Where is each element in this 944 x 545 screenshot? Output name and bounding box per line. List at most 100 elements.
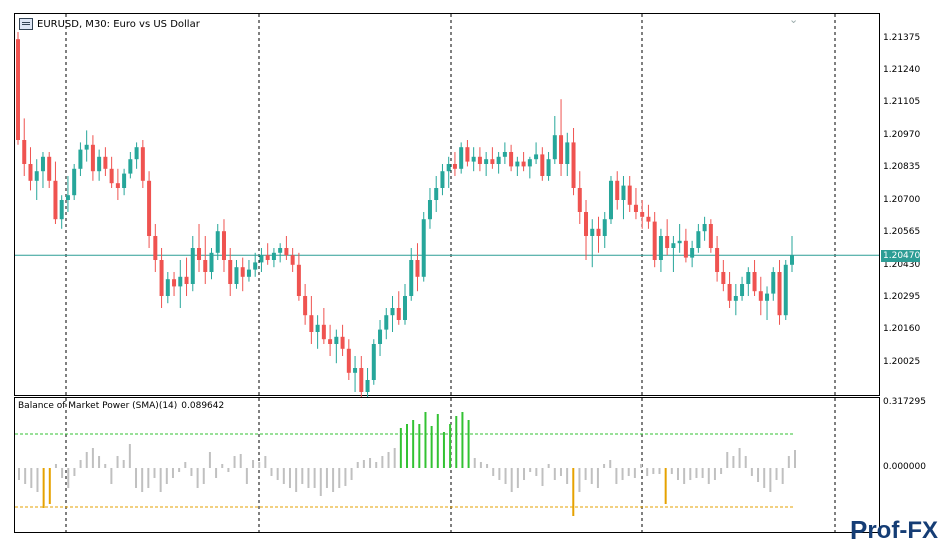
candle-body	[290, 255, 295, 265]
candle-body	[602, 219, 607, 236]
candle-body	[390, 308, 395, 316]
candle-body	[72, 168, 77, 196]
price-axis-label: 1.20700	[883, 195, 921, 205]
candle-body	[246, 269, 251, 277]
candle-body	[140, 147, 145, 181]
candle-body	[234, 267, 239, 284]
price-axis-label: 1.20835	[883, 162, 921, 172]
candle-body	[190, 248, 195, 284]
candle-body	[715, 248, 720, 272]
price-axis-label: 1.21240	[883, 65, 921, 75]
candle-body	[540, 154, 545, 176]
candle-body	[122, 173, 127, 188]
candle-body	[665, 236, 670, 248]
indicator-axis-label: 0.000000	[883, 462, 926, 472]
price-axis-label: 1.20565	[883, 227, 921, 237]
candle-body	[490, 159, 495, 164]
candle-body	[197, 248, 202, 260]
candle-body	[546, 159, 551, 176]
candle-body	[502, 152, 507, 157]
candle-body	[309, 315, 314, 332]
candle-body	[153, 236, 158, 260]
candle-body	[22, 140, 27, 164]
candle-body	[640, 212, 645, 217]
candle-body	[259, 255, 264, 263]
candle-body	[334, 336, 339, 344]
candle-body	[128, 159, 133, 174]
indicator-name: Balance of Market Power (SMA)(14)	[18, 401, 178, 411]
candle-body	[346, 348, 351, 373]
candle-body	[434, 188, 439, 200]
candle-body	[771, 272, 776, 294]
candle-body	[646, 216, 651, 222]
candle-body	[559, 135, 564, 164]
candle-body	[552, 135, 557, 160]
candle-body	[683, 240, 688, 258]
indicator-panel[interactable]: Balance of Market Power (SMA)(14) 0.08964…	[14, 397, 880, 533]
candle-body	[509, 152, 514, 167]
price-axis-label: 1.20025	[883, 357, 921, 367]
candle-body	[534, 154, 539, 160]
brand-watermark: P rof-FX	[850, 517, 938, 543]
current-price-tag: 1.20470	[881, 250, 921, 262]
candle-body	[527, 159, 532, 167]
candle-body	[740, 284, 745, 296]
candle-body	[147, 180, 152, 236]
price-axis-label: 1.20295	[883, 292, 921, 302]
candle-body	[278, 248, 283, 253]
price-axis-label: 1.21375	[883, 33, 921, 43]
brand-logo-text: rof-FX	[867, 517, 938, 544]
candle-body	[421, 219, 426, 277]
candle-body	[758, 291, 763, 301]
candle-body	[415, 260, 420, 277]
candle-body	[708, 224, 713, 248]
candle-body	[40, 156, 45, 172]
candle-body	[484, 159, 489, 164]
candle-body	[465, 147, 470, 162]
candle-body	[446, 164, 451, 172]
candle-body	[253, 262, 258, 270]
candle-body	[240, 267, 245, 277]
minimize-icon[interactable]: ⌄	[789, 13, 799, 26]
candle-body	[315, 324, 320, 332]
candle-body	[690, 248, 695, 258]
candle-body	[365, 380, 370, 392]
symbol-label: EURUSD, M30: Euro vs US Dollar	[37, 18, 200, 30]
candle-body	[790, 255, 794, 265]
candle-body	[109, 168, 114, 184]
candle-body	[615, 180, 620, 200]
candle-body	[746, 272, 751, 284]
candle-body	[471, 156, 476, 162]
candle-body	[409, 260, 414, 296]
indicator-title: Balance of Market Power (SMA)(14) 0.08964…	[18, 401, 228, 411]
candle-body	[359, 368, 364, 392]
candle-body	[677, 240, 682, 244]
candle-body	[65, 195, 70, 200]
candle-body	[584, 212, 589, 236]
candle-body	[134, 147, 139, 160]
candle-body	[378, 329, 383, 344]
candle-body	[633, 204, 638, 212]
candle-body	[783, 264, 788, 316]
candle-body	[608, 180, 613, 220]
price-chart-panel[interactable]: EURUSD, M30: Euro vs US Dollar ⌄	[14, 13, 880, 412]
candle-body	[328, 339, 333, 344]
candle-body	[209, 252, 214, 272]
indicator-axis-label: 0.317295	[883, 397, 926, 407]
candle-body	[652, 221, 657, 260]
candle-body	[733, 296, 738, 301]
candle-body	[271, 252, 276, 260]
candle-body	[47, 156, 52, 181]
candle-body	[702, 224, 707, 232]
candle-body	[440, 171, 445, 188]
candle-body	[215, 231, 220, 253]
candle-body	[621, 185, 626, 200]
price-axis-label: 1.20430	[883, 260, 921, 270]
candle-body	[59, 200, 64, 220]
candle-body	[577, 188, 582, 212]
price-axis-label: 1.20160	[883, 324, 921, 334]
candle-body	[53, 180, 58, 220]
candle-body	[721, 272, 726, 284]
candle-body	[172, 279, 177, 287]
candle-body	[452, 164, 457, 169]
